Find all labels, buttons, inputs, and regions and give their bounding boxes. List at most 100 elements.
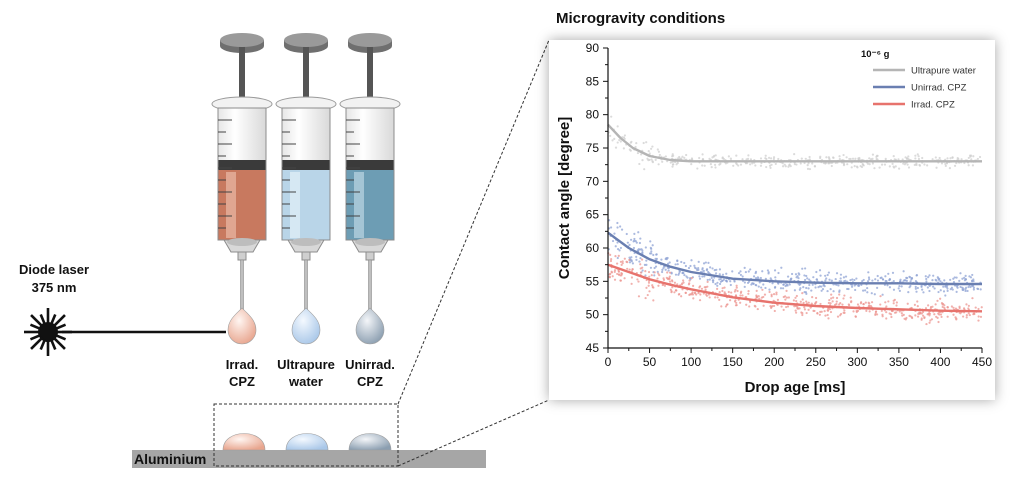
scatter-point — [870, 301, 874, 304]
scatter-point — [653, 271, 656, 274]
scatter-point — [938, 313, 941, 316]
scatter-point — [806, 277, 809, 280]
scatter-point — [671, 286, 674, 289]
scatter-point — [892, 302, 895, 305]
scatter-point — [860, 301, 863, 304]
scatter-point — [838, 293, 841, 296]
scatter-point — [819, 155, 822, 158]
scatter-point — [929, 305, 933, 309]
scatter-point — [609, 259, 613, 263]
scatter-point — [928, 274, 931, 277]
scatter-point — [668, 261, 671, 264]
scatter-point — [639, 271, 643, 274]
scatter-point — [904, 156, 907, 159]
scatter-point — [680, 157, 683, 160]
scatter-point — [644, 246, 647, 249]
scatter-point — [669, 288, 672, 291]
scatter-point — [727, 290, 730, 294]
scatter-point — [616, 262, 619, 265]
scatter-point — [774, 162, 777, 166]
scatter-point — [693, 264, 696, 267]
scatter-point — [935, 279, 938, 282]
scatter-point — [626, 267, 629, 270]
scatter-point — [865, 309, 868, 313]
scatter-point — [641, 269, 644, 272]
scatter-point — [664, 268, 667, 271]
scatter-point — [650, 158, 653, 161]
scatter-point — [746, 157, 750, 160]
scatter-point — [866, 280, 870, 283]
scatter-point — [868, 302, 871, 305]
y-tick-label: 70 — [586, 174, 600, 188]
scatter-point — [629, 238, 633, 241]
scatter-point — [876, 313, 879, 316]
scatter-point — [940, 315, 943, 319]
scatter-point — [963, 279, 967, 282]
scatter-point — [810, 289, 813, 292]
y-tick-label: 45 — [586, 341, 600, 355]
scatter-point — [950, 305, 953, 308]
scatter-point — [714, 166, 717, 169]
scatter-point — [713, 163, 717, 166]
scatter-point — [971, 297, 974, 300]
scatter-point — [739, 163, 743, 166]
scatter-point — [760, 286, 763, 289]
scatter-point — [892, 165, 895, 168]
scatter-point — [653, 266, 656, 270]
scatter-point — [639, 237, 642, 240]
scatter-point — [720, 305, 723, 308]
scatter-point — [807, 301, 810, 304]
sessile-drop-unirrad — [348, 433, 392, 451]
scatter-point — [636, 278, 639, 281]
scatter-point — [716, 287, 719, 290]
scatter-point — [918, 164, 922, 167]
scatter-point — [727, 155, 730, 158]
scatter-point — [682, 279, 685, 282]
scatter-point — [827, 301, 830, 305]
scatter-point — [834, 277, 837, 281]
scatter-point — [899, 278, 902, 281]
scatter-point — [916, 300, 919, 303]
scatter-point — [619, 246, 623, 250]
scatter-point — [790, 272, 794, 276]
scatter-point — [978, 155, 982, 159]
scatter-point — [928, 284, 931, 287]
scatter-point — [674, 263, 677, 266]
scatter-point — [739, 270, 742, 273]
scatter-point — [619, 260, 622, 263]
scatter-point — [696, 167, 699, 170]
fit-line-2 — [607, 263, 983, 313]
scatter-point — [832, 290, 835, 293]
scatter-point — [941, 305, 944, 309]
scatter-point — [892, 279, 895, 283]
laser-label-line2: 375 nm — [31, 280, 77, 295]
aluminium-substrate — [132, 450, 486, 468]
scatter-point — [873, 293, 876, 296]
scatter-point — [948, 167, 951, 170]
scatter-point — [611, 139, 614, 142]
scatter-point — [716, 284, 719, 287]
scatter-point — [925, 277, 928, 281]
scatter-point — [718, 273, 721, 276]
scatter-point — [652, 299, 655, 302]
scatter-point — [943, 304, 946, 307]
scatter-point — [653, 274, 656, 277]
scatter-point — [888, 165, 891, 168]
scatter-point — [749, 268, 752, 271]
scatter-point — [907, 155, 910, 158]
scatter-point — [609, 253, 612, 256]
scatter-point — [965, 303, 968, 306]
x-tick-label: 150 — [723, 355, 743, 369]
scatter-point — [697, 291, 700, 295]
scatter-point — [825, 277, 828, 280]
scatter-point — [866, 291, 869, 294]
scatter-point — [648, 152, 651, 155]
scatter-point — [959, 272, 962, 275]
scatter-point — [793, 305, 796, 308]
scatter-point — [862, 164, 865, 167]
scatter-point — [783, 163, 786, 166]
scatter-point — [925, 280, 928, 283]
scatter-point — [876, 279, 880, 282]
scatter-point — [655, 257, 658, 260]
scatter-point — [885, 311, 888, 314]
